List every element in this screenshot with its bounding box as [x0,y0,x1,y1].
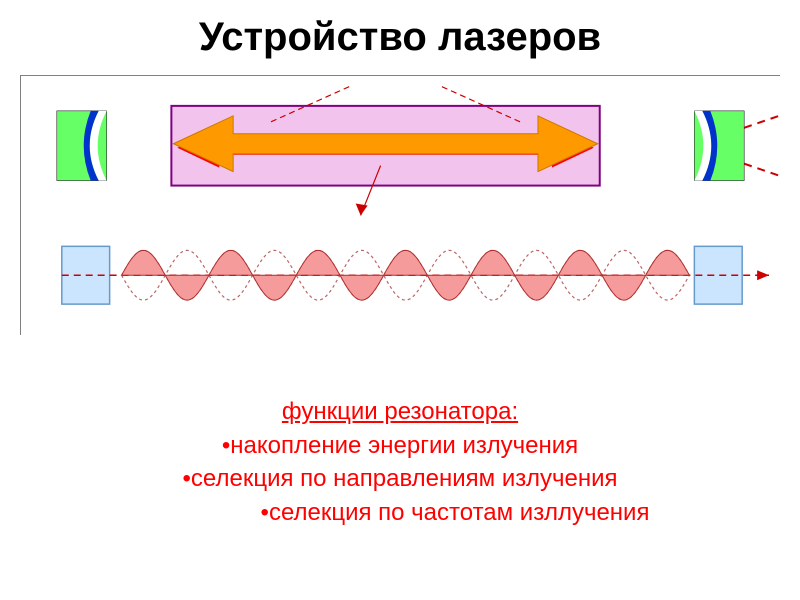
bullet-text: накопление энергии излучения [230,432,578,459]
diagram-svg [21,76,780,335]
bullet-item: •селекция по направлениям излучения [151,462,650,496]
bullet-text: селекция по направлениям излучения [191,465,618,492]
page-title: Устройство лазеров [199,15,601,60]
bullet-item: •накопление энергии излучения [151,429,650,463]
laser-diagram [20,75,780,335]
functions-text-block: функции резонатора: •накопление энергии … [151,395,650,529]
bullet-item: •селекция по частотам изллучения [151,496,650,530]
functions-subtitle: функции резонатора: [282,398,518,425]
page-container: Устройство лазеров функции резонатора: •… [0,0,800,600]
bullet-text: селекция по частотам изллучения [269,499,650,526]
